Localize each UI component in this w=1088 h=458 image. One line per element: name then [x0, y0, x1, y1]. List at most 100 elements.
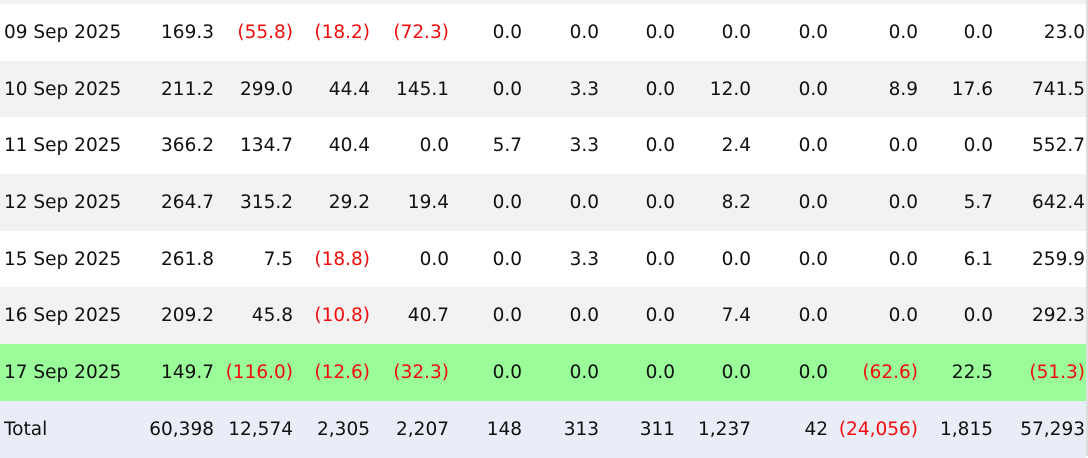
value-cell: 313 — [563, 418, 599, 440]
value-cell: 6.1 — [963, 248, 993, 270]
date-cell: 09 Sep 2025 — [4, 21, 122, 43]
value-cell: 209.2 — [161, 305, 214, 327]
value-cell: 0.0 — [492, 305, 522, 327]
value-cell: 0.0 — [492, 248, 522, 270]
table-row: 09 Sep 2025 169.3 (55.8) (18.2) (72.3) 0.0 0.0… — [0, 4, 1086, 61]
value-cell: 23.0 — [1043, 21, 1085, 43]
value-cell: 45.8 — [251, 305, 293, 327]
value-cell: 741.5 — [1032, 78, 1085, 100]
value-cell: 0.0 — [419, 248, 449, 270]
value-cell: 0.0 — [963, 135, 993, 157]
value-cell: 5.7 — [963, 191, 993, 213]
date-cell: 15 Sep 2025 — [4, 248, 122, 270]
value-cell: 0.0 — [798, 305, 828, 327]
top-band — [0, 0, 1088, 4]
value-cell: 0.0 — [645, 78, 675, 100]
value-cell: 22.5 — [951, 361, 993, 383]
value-cell: 12.0 — [709, 78, 751, 100]
value-cell: 0.0 — [798, 361, 828, 383]
value-cell: 149.7 — [161, 361, 214, 383]
value-cell: 8.9 — [888, 78, 918, 100]
flows-table: 09 Sep 2025 169.3 (55.8) (18.2) (72.3) 0.0 0.0… — [0, 4, 1086, 458]
table-row: 10 Sep 2025 211.2 299.0 44.4 145.1 0.0 3.3 0.0 1… — [0, 60, 1086, 118]
value-cell: 0.0 — [721, 248, 751, 270]
value-cell: 0.0 — [569, 191, 599, 213]
value-cell: 0.0 — [645, 21, 675, 43]
value-cell: 57,293 — [1020, 418, 1085, 440]
value-cell: 0.0 — [645, 135, 675, 157]
value-cell: 0.0 — [492, 361, 522, 383]
value-cell: 5.7 — [492, 135, 522, 157]
value-cell: (24,056) — [838, 418, 918, 440]
value-cell: 311 — [639, 418, 675, 440]
value-cell: 0.0 — [721, 361, 751, 383]
value-cell: 7.4 — [721, 305, 751, 327]
value-cell: 0.0 — [888, 248, 918, 270]
value-cell: 0.0 — [888, 21, 918, 43]
value-cell: 211.2 — [161, 78, 214, 100]
value-cell: 145.1 — [396, 78, 449, 100]
value-cell: 0.0 — [569, 305, 599, 327]
value-cell: 29.2 — [328, 191, 370, 213]
value-cell: 40.7 — [407, 305, 449, 327]
value-cell: 3.3 — [569, 248, 599, 270]
table-row: 15 Sep 2025 261.8 7.5 (18.8) 0.0 0.0 3.3 0.0 0.0… — [0, 231, 1086, 288]
value-cell: 261.8 — [161, 248, 214, 270]
value-cell: 1,815 — [940, 418, 993, 440]
value-cell: 0.0 — [492, 21, 522, 43]
table-row: 11 Sep 2025 366.2 134.7 40.4 0.0 5.7 3.3 0.0 2.4… — [0, 117, 1086, 174]
value-cell: 12,574 — [228, 418, 293, 440]
total-label: Total — [4, 418, 48, 440]
value-cell: 0.0 — [888, 135, 918, 157]
value-cell: 60,398 — [149, 418, 214, 440]
value-cell: (51.3) — [1029, 361, 1085, 383]
value-cell: 0.0 — [569, 361, 599, 383]
value-cell: 148 — [486, 418, 522, 440]
value-cell: 0.0 — [798, 248, 828, 270]
value-cell: 552.7 — [1032, 135, 1085, 157]
value-cell: (72.3) — [393, 21, 449, 43]
total-row: Total 60,398 12,574 2,305 2,207 148 313 311 1,23… — [0, 400, 1086, 458]
date-cell: 11 Sep 2025 — [4, 135, 122, 157]
value-cell: 292.3 — [1032, 305, 1085, 327]
value-cell: (116.0) — [225, 361, 293, 383]
value-cell: 299.0 — [240, 78, 293, 100]
value-cell: 0.0 — [963, 305, 993, 327]
value-cell: 0.0 — [963, 21, 993, 43]
value-cell: 264.7 — [161, 191, 214, 213]
value-cell: 44.4 — [328, 78, 370, 100]
value-cell: 315.2 — [240, 191, 293, 213]
value-cell: 8.2 — [721, 191, 751, 213]
value-cell: 366.2 — [161, 135, 214, 157]
scrollbar-edge[interactable] — [1086, 0, 1088, 456]
value-cell: 3.3 — [569, 135, 599, 157]
value-cell: 0.0 — [721, 21, 751, 43]
date-cell: 17 Sep 2025 — [4, 361, 122, 383]
value-cell: 2.4 — [721, 135, 751, 157]
value-cell: 0.0 — [798, 21, 828, 43]
value-cell: 40.4 — [328, 135, 370, 157]
value-cell: 0.0 — [645, 305, 675, 327]
value-cell: (10.8) — [314, 305, 370, 327]
date-cell: 10 Sep 2025 — [4, 78, 122, 100]
table-row: 17 Sep 2025 149.7 (116.0) (12.6) (32.3) 0.0 0.… — [0, 344, 1086, 401]
value-cell: (18.2) — [314, 21, 370, 43]
value-cell: 0.0 — [492, 191, 522, 213]
date-cell: 16 Sep 2025 — [4, 305, 122, 327]
value-cell: 2,305 — [317, 418, 370, 440]
value-cell: 642.4 — [1032, 191, 1085, 213]
value-cell: 42 — [804, 418, 828, 440]
value-cell: (12.6) — [314, 361, 370, 383]
value-cell: 0.0 — [419, 135, 449, 157]
date-cell: 12 Sep 2025 — [4, 191, 122, 213]
value-cell: 0.0 — [888, 191, 918, 213]
value-cell: 0.0 — [492, 78, 522, 100]
value-cell: 0.0 — [888, 305, 918, 327]
value-cell: 17.6 — [951, 78, 993, 100]
value-cell: 0.0 — [569, 21, 599, 43]
value-cell: 0.0 — [645, 191, 675, 213]
value-cell: 0.0 — [798, 78, 828, 100]
value-cell: 2,207 — [396, 418, 449, 440]
value-cell: (32.3) — [393, 361, 449, 383]
value-cell: 0.0 — [798, 135, 828, 157]
